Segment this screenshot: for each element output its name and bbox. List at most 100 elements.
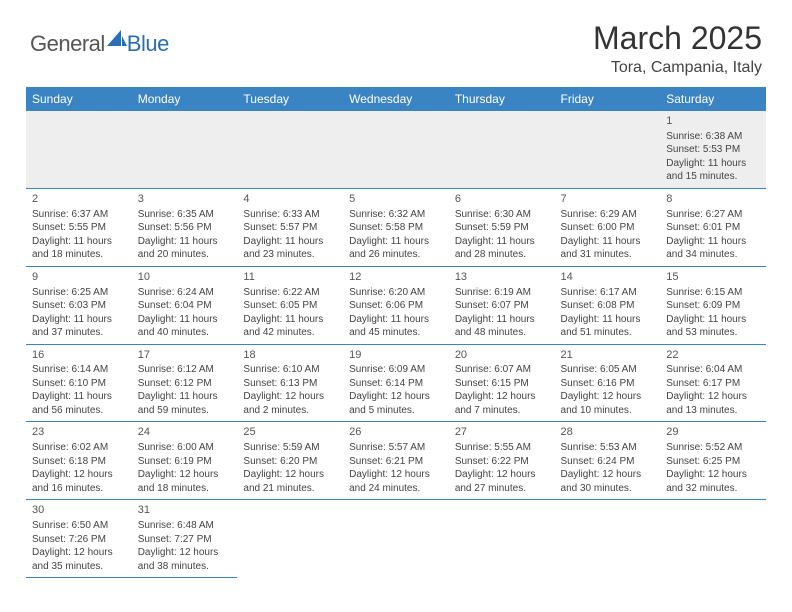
calendar-day-cell: 5Sunrise: 6:32 AMSunset: 5:58 PMDaylight… <box>343 188 449 266</box>
day-number: 14 <box>561 270 655 285</box>
daylight1-text: Daylight: 11 hours <box>243 313 337 327</box>
daylight2-text: and 40 minutes. <box>138 326 232 340</box>
day-number: 1 <box>666 114 760 129</box>
daylight2-text: and 59 minutes. <box>138 404 232 418</box>
daylight1-text: Daylight: 11 hours <box>349 235 443 249</box>
day-number: 6 <box>455 192 549 207</box>
daylight1-text: Daylight: 12 hours <box>455 390 549 404</box>
day-number: 5 <box>349 192 443 207</box>
sunrise-text: Sunrise: 6:10 AM <box>243 363 337 377</box>
daylight1-text: Daylight: 11 hours <box>138 390 232 404</box>
daylight1-text: Daylight: 12 hours <box>138 468 232 482</box>
sunset-text: Sunset: 6:15 PM <box>455 377 549 391</box>
sunrise-text: Sunrise: 6:17 AM <box>561 286 655 300</box>
logo-text-general: General <box>30 31 105 57</box>
sunrise-text: Sunrise: 6:12 AM <box>138 363 232 377</box>
daylight1-text: Daylight: 12 hours <box>349 468 443 482</box>
daylight2-text: and 34 minutes. <box>666 248 760 262</box>
sunset-text: Sunset: 6:01 PM <box>666 221 760 235</box>
daylight1-text: Daylight: 12 hours <box>243 468 337 482</box>
calendar-day-cell: 30Sunrise: 6:50 AMSunset: 7:26 PMDayligh… <box>26 500 132 578</box>
daylight2-text: and 51 minutes. <box>561 326 655 340</box>
location-text: Tora, Campania, Italy <box>593 59 762 77</box>
day-header: Thursday <box>449 87 555 111</box>
logo-sail-icon <box>107 28 127 46</box>
day-number: 19 <box>349 348 443 363</box>
daylight1-text: Daylight: 12 hours <box>666 390 760 404</box>
title-block: March 2025 Tora, Campania, Italy <box>593 20 762 77</box>
sunset-text: Sunset: 5:59 PM <box>455 221 549 235</box>
daylight2-text: and 53 minutes. <box>666 326 760 340</box>
logo: General Blue <box>30 28 169 60</box>
calendar-day-cell <box>343 500 449 578</box>
calendar-day-cell <box>555 500 661 578</box>
sunset-text: Sunset: 6:24 PM <box>561 455 655 469</box>
day-header: Monday <box>132 87 238 111</box>
daylight1-text: Daylight: 11 hours <box>455 313 549 327</box>
sunrise-text: Sunrise: 6:00 AM <box>138 441 232 455</box>
daylight1-text: Daylight: 11 hours <box>138 313 232 327</box>
calendar-day-cell: 10Sunrise: 6:24 AMSunset: 6:04 PMDayligh… <box>132 266 238 344</box>
daylight1-text: Daylight: 12 hours <box>455 468 549 482</box>
day-number: 25 <box>243 425 337 440</box>
sunset-text: Sunset: 6:10 PM <box>32 377 126 391</box>
calendar-day-cell <box>343 111 449 188</box>
sunrise-text: Sunrise: 6:05 AM <box>561 363 655 377</box>
daylight1-text: Daylight: 11 hours <box>349 313 443 327</box>
daylight1-text: Daylight: 12 hours <box>32 468 126 482</box>
daylight1-text: Daylight: 12 hours <box>243 390 337 404</box>
calendar-day-cell <box>555 111 661 188</box>
calendar-day-cell: 22Sunrise: 6:04 AMSunset: 6:17 PMDayligh… <box>660 344 766 422</box>
daylight1-text: Daylight: 11 hours <box>666 157 760 171</box>
calendar-day-cell: 2Sunrise: 6:37 AMSunset: 5:55 PMDaylight… <box>26 188 132 266</box>
daylight2-text: and 15 minutes. <box>666 170 760 184</box>
sunset-text: Sunset: 6:25 PM <box>666 455 760 469</box>
daylight1-text: Daylight: 11 hours <box>138 235 232 249</box>
daylight2-text: and 18 minutes. <box>32 248 126 262</box>
daylight2-text: and 42 minutes. <box>243 326 337 340</box>
day-header-row: Sunday Monday Tuesday Wednesday Thursday… <box>26 87 766 111</box>
daylight2-text: and 45 minutes. <box>349 326 443 340</box>
calendar-week-row: 9Sunrise: 6:25 AMSunset: 6:03 PMDaylight… <box>26 266 766 344</box>
calendar-day-cell: 8Sunrise: 6:27 AMSunset: 6:01 PMDaylight… <box>660 188 766 266</box>
sunset-text: Sunset: 5:55 PM <box>32 221 126 235</box>
calendar-week-row: 16Sunrise: 6:14 AMSunset: 6:10 PMDayligh… <box>26 344 766 422</box>
day-number: 17 <box>138 348 232 363</box>
sunrise-text: Sunrise: 6:20 AM <box>349 286 443 300</box>
calendar-day-cell: 26Sunrise: 5:57 AMSunset: 6:21 PMDayligh… <box>343 422 449 500</box>
day-number: 30 <box>32 503 126 518</box>
day-number: 27 <box>455 425 549 440</box>
calendar-day-cell: 12Sunrise: 6:20 AMSunset: 6:06 PMDayligh… <box>343 266 449 344</box>
calendar-day-cell: 16Sunrise: 6:14 AMSunset: 6:10 PMDayligh… <box>26 344 132 422</box>
calendar-day-cell: 18Sunrise: 6:10 AMSunset: 6:13 PMDayligh… <box>237 344 343 422</box>
calendar-day-cell <box>449 500 555 578</box>
logo-text-blue: Blue <box>127 31 169 57</box>
sunrise-text: Sunrise: 6:04 AM <box>666 363 760 377</box>
sunrise-text: Sunrise: 6:25 AM <box>32 286 126 300</box>
day-number: 23 <box>32 425 126 440</box>
sunset-text: Sunset: 6:17 PM <box>666 377 760 391</box>
daylight2-text: and 23 minutes. <box>243 248 337 262</box>
daylight2-text: and 5 minutes. <box>349 404 443 418</box>
sunset-text: Sunset: 6:14 PM <box>349 377 443 391</box>
calendar-day-cell: 27Sunrise: 5:55 AMSunset: 6:22 PMDayligh… <box>449 422 555 500</box>
day-header: Friday <box>555 87 661 111</box>
calendar-day-cell <box>237 111 343 188</box>
daylight2-text: and 26 minutes. <box>349 248 443 262</box>
daylight1-text: Daylight: 11 hours <box>666 235 760 249</box>
calendar-day-cell: 1Sunrise: 6:38 AMSunset: 5:53 PMDaylight… <box>660 111 766 188</box>
sunrise-text: Sunrise: 6:27 AM <box>666 208 760 222</box>
calendar-week-row: 2Sunrise: 6:37 AMSunset: 5:55 PMDaylight… <box>26 188 766 266</box>
calendar-day-cell: 14Sunrise: 6:17 AMSunset: 6:08 PMDayligh… <box>555 266 661 344</box>
day-number: 10 <box>138 270 232 285</box>
daylight1-text: Daylight: 12 hours <box>349 390 443 404</box>
calendar-day-cell: 11Sunrise: 6:22 AMSunset: 6:05 PMDayligh… <box>237 266 343 344</box>
sunrise-text: Sunrise: 6:50 AM <box>32 519 126 533</box>
sunrise-text: Sunrise: 6:38 AM <box>666 130 760 144</box>
sunset-text: Sunset: 5:56 PM <box>138 221 232 235</box>
sunset-text: Sunset: 6:16 PM <box>561 377 655 391</box>
sunset-text: Sunset: 5:58 PM <box>349 221 443 235</box>
sunset-text: Sunset: 7:27 PM <box>138 533 232 547</box>
daylight2-text: and 28 minutes. <box>455 248 549 262</box>
calendar-day-cell: 13Sunrise: 6:19 AMSunset: 6:07 PMDayligh… <box>449 266 555 344</box>
